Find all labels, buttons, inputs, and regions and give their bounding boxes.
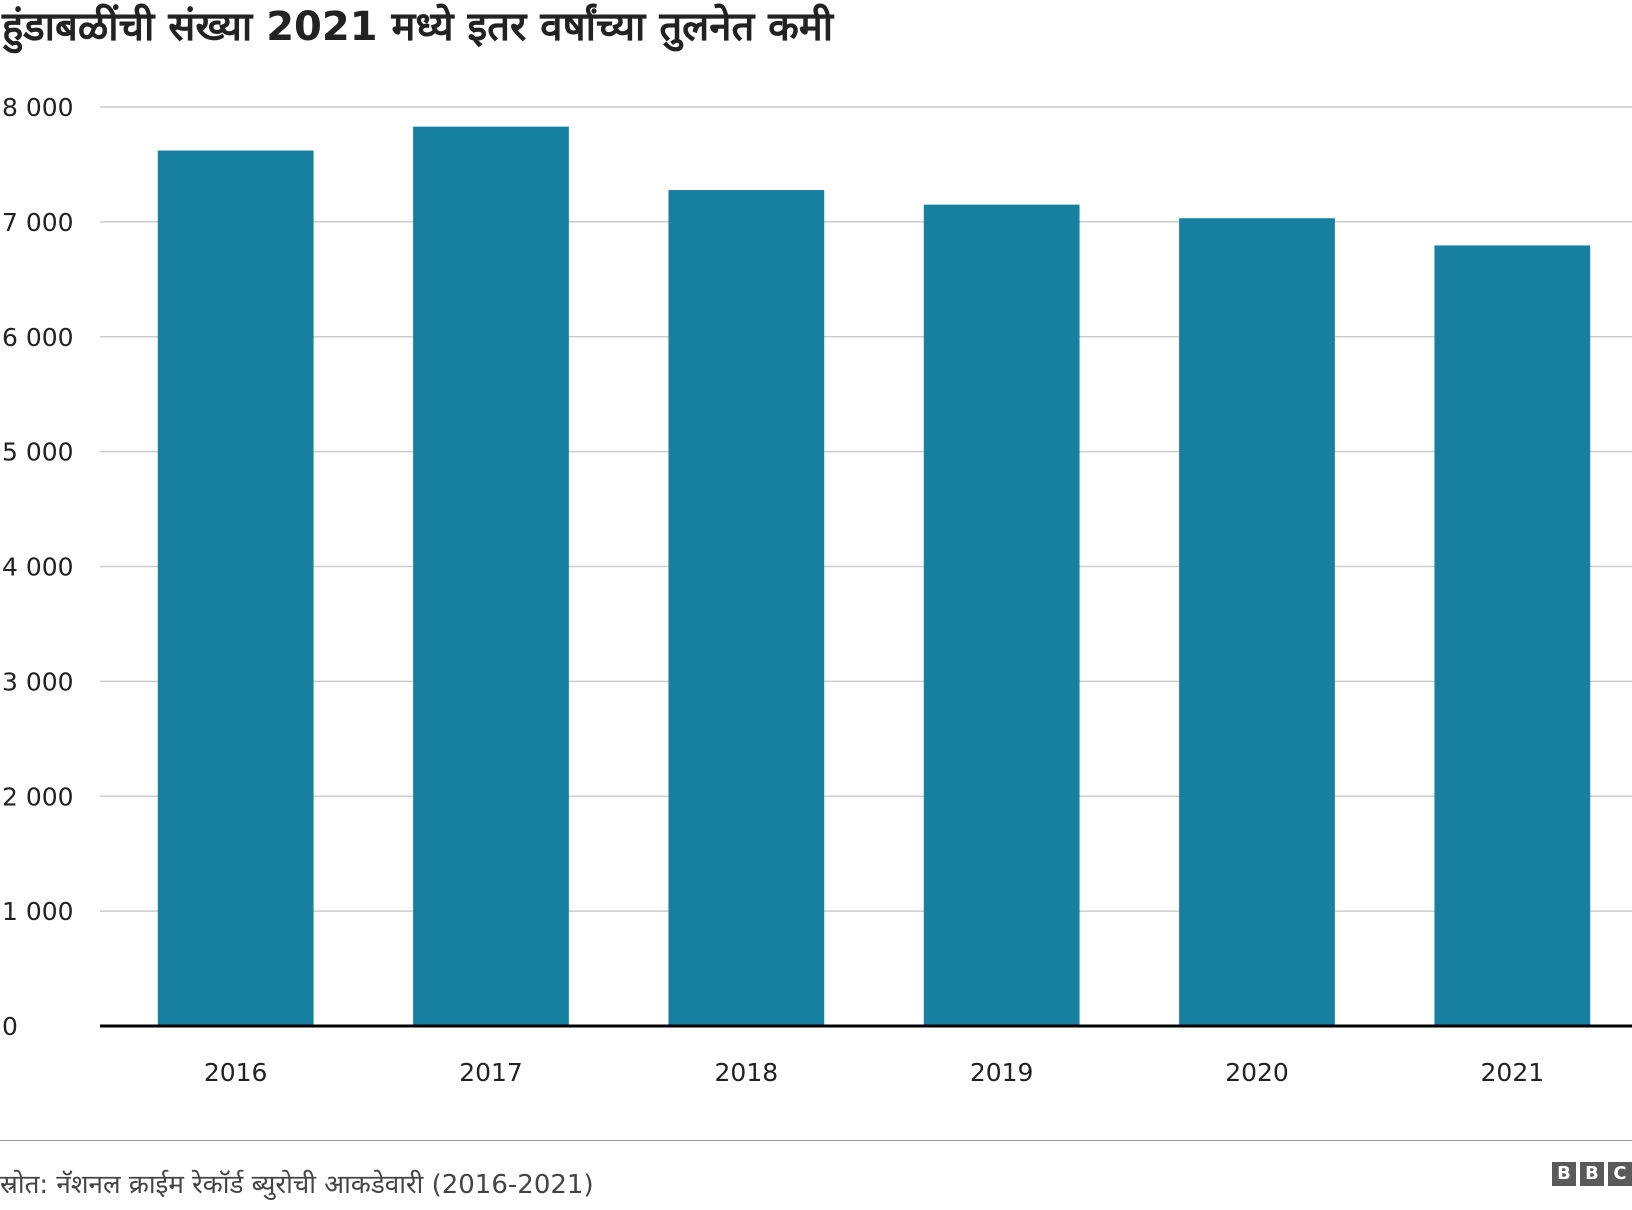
x-axis-ticks: 2016 2017 2018 2019 2020 2021 — [204, 1058, 1544, 1087]
y-tick-label: 1 000 — [2, 897, 74, 926]
y-tick-label: 3 000 — [2, 667, 74, 696]
bars — [157, 126, 1591, 1027]
bbc-logo-letter: B — [1580, 1162, 1604, 1186]
footer-divider — [0, 1140, 1632, 1141]
bar-2020 — [1179, 218, 1335, 1027]
y-tick-label: 7 000 — [2, 208, 74, 237]
x-tick-label: 2021 — [1481, 1058, 1545, 1087]
y-tick-label: 5 000 — [2, 438, 74, 467]
y-tick-label: 2 000 — [2, 782, 74, 811]
bbc-logo-letter: B — [1552, 1162, 1576, 1186]
x-tick-label: 2016 — [204, 1058, 268, 1087]
y-tick-label: 6 000 — [2, 323, 74, 352]
bar-2017 — [413, 126, 569, 1027]
bar-2018 — [668, 190, 825, 1026]
bar-2019 — [923, 204, 1080, 1027]
chart-title: हुंडाबळींची संख्या 2021 मध्ये इतर वर्षां… — [2, 4, 834, 50]
bar-chart: 0 1 000 2 000 3 000 4 000 5 000 6 000 7 000 8 00… — [2, 93, 1632, 1087]
bar-2021 — [1434, 245, 1591, 1026]
bbc-logo: B B C — [1552, 1162, 1632, 1186]
y-tick-label: 8 000 — [2, 93, 74, 122]
x-tick-label: 2018 — [715, 1058, 779, 1087]
source-note: स्रोत: नॅशनल क्राईम रेकॉर्ड ब्युरोची आकड… — [0, 1170, 594, 1200]
x-tick-label: 2019 — [970, 1058, 1034, 1087]
y-tick-label: 4 000 — [2, 553, 74, 582]
y-tick-label: 0 — [2, 1012, 18, 1041]
x-tick-label: 2020 — [1225, 1058, 1289, 1087]
bar-2016 — [157, 150, 314, 1027]
gridlines — [100, 106, 1632, 912]
x-tick-label: 2017 — [459, 1058, 523, 1087]
y-axis-ticks: 0 1 000 2 000 3 000 4 000 5 000 6 000 7 000 8 00… — [2, 93, 74, 1041]
bbc-logo-letter: C — [1608, 1162, 1632, 1186]
